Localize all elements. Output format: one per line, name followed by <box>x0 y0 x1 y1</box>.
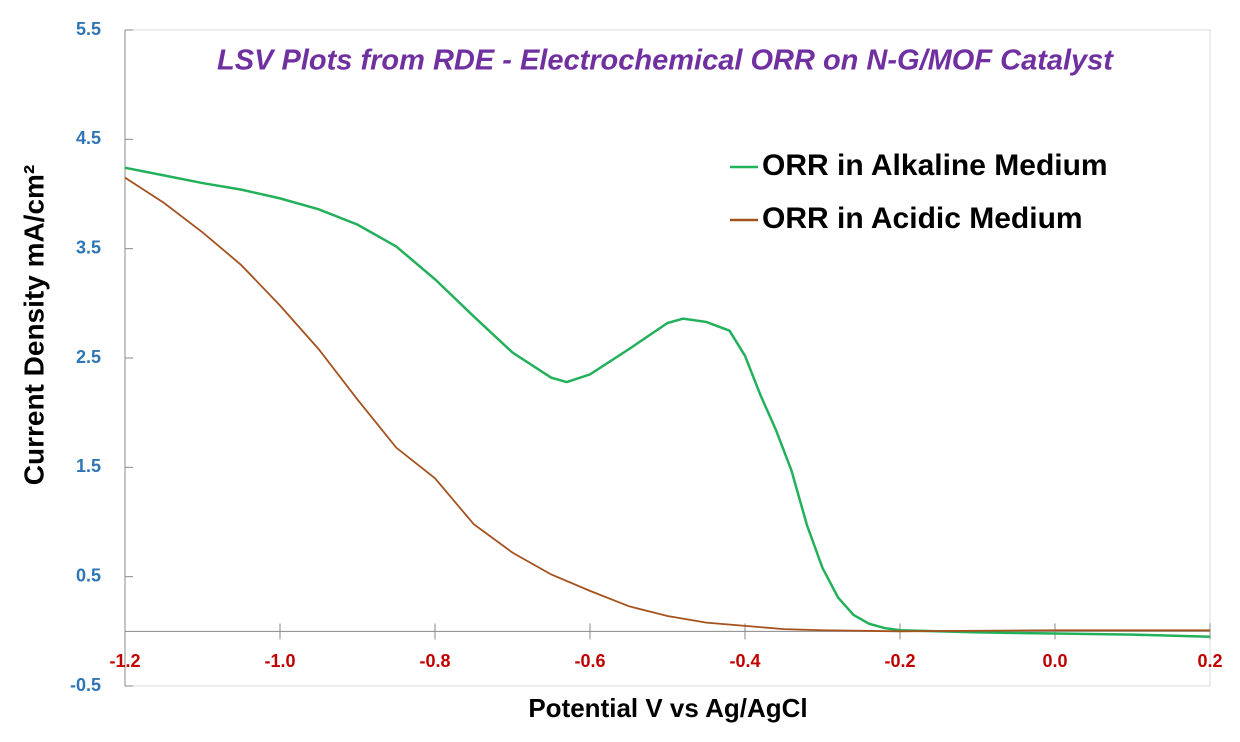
series-line <box>124 176 1210 633</box>
x-tick-label: -1.2 <box>109 651 140 671</box>
y-tick-label: 5.5 <box>76 19 101 39</box>
x-tick-label: 0.2 <box>1197 651 1222 671</box>
x-tick-label: -0.8 <box>419 651 450 671</box>
series-line <box>124 166 1211 639</box>
x-tick-label: -1.0 <box>264 651 295 671</box>
x-tick-label: -0.2 <box>884 651 915 671</box>
x-axis-label: Potential V vs Ag/AgCl <box>528 693 807 723</box>
y-tick-label: 4.5 <box>76 128 101 148</box>
x-tick-label: -0.6 <box>574 651 605 671</box>
chart-title: LSV Plots from RDE - Electrochemical ORR… <box>217 45 1114 77</box>
legend-label: ORR in Alkaline Medium <box>762 149 1108 182</box>
x-tick-label: -0.4 <box>729 651 760 671</box>
legend-label: ORR in Acidic Medium <box>762 202 1083 235</box>
y-tick-label: 1.5 <box>76 456 101 476</box>
y-tick-label: 3.5 <box>76 237 101 257</box>
y-tick-label: -0.5 <box>70 675 101 695</box>
x-tick-label: 0.0 <box>1042 651 1067 671</box>
y-tick-label: 2.5 <box>76 347 101 367</box>
y-tick-label: 0.5 <box>76 565 101 585</box>
y-axis-label: Current Density mA/cm² <box>18 165 49 486</box>
plot-border <box>124 29 1211 687</box>
